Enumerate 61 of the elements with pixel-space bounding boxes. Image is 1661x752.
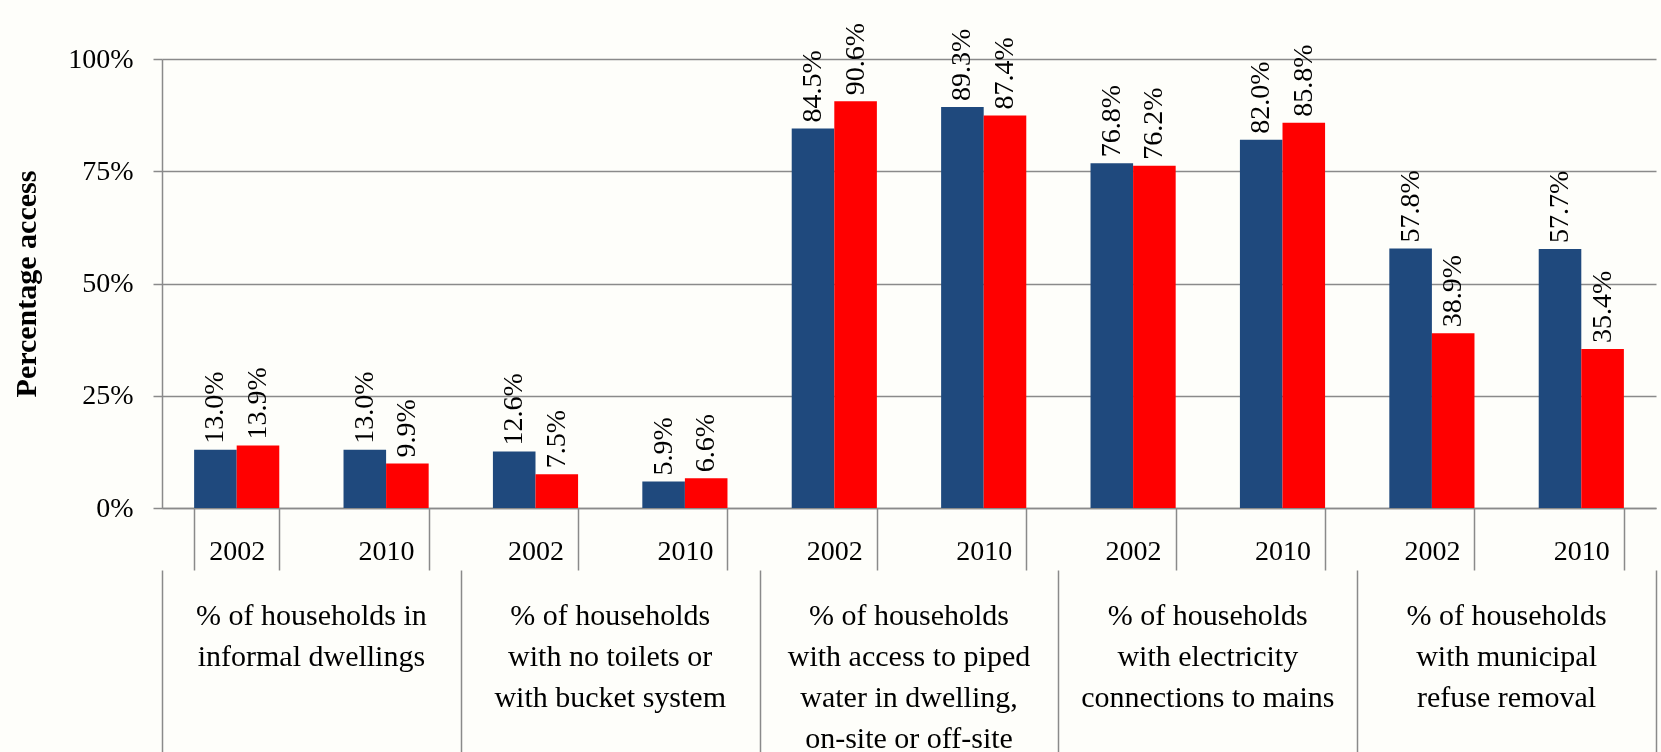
- bar: [684, 478, 728, 508]
- x-tick-label: 2010: [358, 534, 415, 566]
- x-tick-label: 2010: [1255, 534, 1311, 566]
- data-label: 57.7%: [1543, 170, 1575, 243]
- data-label: 87.4%: [987, 37, 1019, 110]
- y-axis-title: Percentage access: [8, 170, 42, 398]
- bar: [983, 115, 1027, 508]
- bar: [642, 481, 685, 508]
- text: % of households with electricity connections to mains: [1081, 598, 1335, 713]
- bar: [236, 445, 280, 508]
- x-tick-label: 2002: [1105, 534, 1162, 566]
- bar: [941, 107, 984, 508]
- data-label: 85.8%: [1286, 44, 1318, 117]
- x-tick-label: 2002: [209, 534, 266, 566]
- x-tick-label: 2010: [657, 534, 714, 566]
- bar: [1431, 333, 1475, 508]
- bar: [535, 474, 579, 508]
- bar: [386, 463, 429, 508]
- data-label: 82.0%: [1244, 61, 1276, 134]
- text: % of households in informal dwellings: [195, 598, 427, 672]
- x-tick-label: 2002: [806, 534, 863, 566]
- data-label: 84.5%: [796, 50, 828, 123]
- bar: [343, 449, 387, 508]
- data-label: 76.8%: [1094, 84, 1126, 158]
- data-label: 12.6%: [497, 373, 529, 446]
- bar: [492, 451, 536, 508]
- data-label: 38.9%: [1436, 255, 1468, 328]
- bar: [834, 101, 877, 508]
- text: % of households with access to piped water in dwelling, on-site or off-site: [787, 598, 1031, 752]
- bar: [1389, 248, 1432, 508]
- bar: [194, 449, 237, 508]
- text: % of households with no toilets or with bucket system: [494, 598, 727, 713]
- bar: [1581, 349, 1624, 508]
- data-label: 76.2%: [1137, 87, 1169, 160]
- data-label: 13.9%: [240, 367, 272, 440]
- data-label: 13.0%: [198, 371, 230, 444]
- x-tick-label: 2002: [1404, 534, 1461, 566]
- y-tick-label: 0%: [96, 491, 134, 523]
- data-label: 7.5%: [539, 410, 571, 469]
- y-tick-label: 75%: [82, 154, 134, 186]
- x-tick-label: 2010: [1553, 534, 1610, 566]
- x-tick-label: 2010: [956, 534, 1013, 566]
- bar: [1538, 248, 1582, 508]
- data-label: 89.3%: [945, 28, 977, 102]
- bar: [1090, 163, 1134, 508]
- data-label: 5.9%: [646, 417, 678, 476]
- data-label: 35.4%: [1585, 270, 1617, 344]
- y-tick-label: 50%: [82, 267, 134, 298]
- x-tick-label: 2002: [508, 534, 564, 566]
- data-label: 57.8%: [1393, 170, 1425, 243]
- y-tick-label: 25%: [82, 379, 134, 411]
- data-label: 13.0%: [347, 371, 379, 444]
- bar: [1133, 165, 1176, 508]
- data-label: 9.9%: [390, 399, 422, 458]
- data-label: 6.6%: [689, 414, 721, 473]
- data-label: 90.6%: [838, 22, 870, 96]
- bar: [1239, 139, 1283, 508]
- text: % of households with municipal refuse removal: [1406, 598, 1607, 713]
- y-tick-label: 100%: [68, 42, 134, 74]
- bar: [791, 128, 835, 508]
- bar: [1282, 122, 1326, 508]
